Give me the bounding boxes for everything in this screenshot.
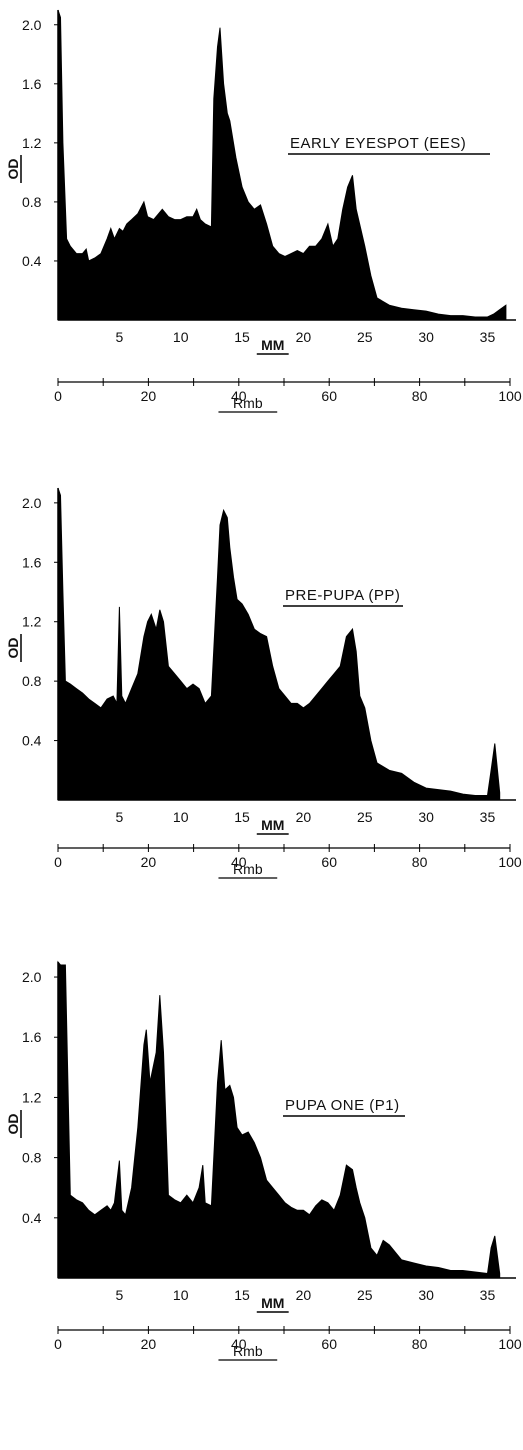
y-tick-label: 0.8: [22, 1150, 42, 1166]
x-tick-label: 25: [357, 809, 373, 825]
y-tick-label: 1.2: [22, 614, 42, 630]
x-tick-label: 20: [296, 1287, 312, 1303]
y-tick-label: 1.6: [22, 554, 42, 570]
rmb-tick-label: 20: [141, 854, 157, 870]
x-tick-label: 10: [173, 809, 189, 825]
rmb-tick-label: 60: [321, 388, 337, 404]
rmb-axis-title: Rmb: [233, 395, 263, 411]
y-tick-label: 2.0: [22, 969, 42, 985]
chart-title: PUPA ONE (P1): [285, 1097, 400, 1114]
y-tick-label: 0.4: [22, 253, 42, 269]
x-tick-label: 30: [418, 329, 434, 345]
x-tick-label: 5: [115, 809, 123, 825]
y-tick-label: 1.6: [22, 1029, 42, 1045]
y-axis-title: OD: [5, 638, 21, 659]
x-tick-label: 5: [115, 1287, 123, 1303]
rmb-tick-label: 0: [54, 1336, 62, 1352]
rmb-tick-label: 80: [412, 854, 428, 870]
x-tick-label: 15: [234, 1287, 250, 1303]
rmb-tick-label: 0: [54, 854, 62, 870]
x-tick-label: 5: [115, 329, 123, 345]
rmb-tick-label: 40: [231, 854, 247, 870]
chart-title: PRE-PUPA (PP): [285, 587, 400, 604]
panel-3: 0.4 0.8 1.2 1.6 2.0 OD 5 10 15 20 25 30 35 MM 0 20 40 60 8…: [5, 960, 522, 1361]
y-axis-title: OD: [5, 1114, 21, 1135]
x-tick-label: 35: [480, 809, 496, 825]
x-tick-label: 30: [418, 809, 434, 825]
x-tick-label: 20: [296, 329, 312, 345]
x-axis-title: MM: [261, 1295, 284, 1311]
y-tick-label: 0.4: [22, 1210, 42, 1226]
y-tick-label: 2.0: [22, 495, 42, 511]
panel-1: 0.4 0.8 1.2 1.6 2.0 OD 5 10 15 20 25 30 35 MM 0 20 40 60 8…: [5, 9, 522, 413]
y-tick-label: 1.6: [22, 76, 42, 92]
density-profile-area: [57, 9, 507, 321]
x-tick-label: 25: [357, 329, 373, 345]
x-tick-label: 15: [234, 809, 250, 825]
x-axis-title: MM: [261, 817, 284, 833]
x-tick-label: 25: [357, 1287, 373, 1303]
chart-title: EARLY EYESPOT (EES): [290, 135, 466, 152]
rmb-tick-label: 40: [231, 1336, 247, 1352]
rmb-tick-label: 40: [231, 388, 247, 404]
x-tick-label: 35: [480, 329, 496, 345]
y-tick-label: 1.2: [22, 135, 42, 151]
y-tick-label: 2.0: [22, 17, 42, 33]
x-axis-title: MM: [261, 337, 284, 353]
x-tick-label: 30: [418, 1287, 434, 1303]
panel-2: 0.4 0.8 1.2 1.6 2.0 OD 5 10 15 20 25 30 35 MM 0 20 40 60 8…: [5, 487, 522, 879]
rmb-tick-label: 100: [498, 854, 522, 870]
rmb-axis-title: Rmb: [233, 1343, 263, 1359]
x-tick-label: 20: [296, 809, 312, 825]
rmb-axis-title: Rmb: [233, 861, 263, 877]
rmb-tick-label: 0: [54, 388, 62, 404]
x-tick-label: 15: [234, 329, 250, 345]
rmb-tick-label: 100: [498, 388, 522, 404]
y-tick-label: 0.4: [22, 733, 42, 749]
y-tick-label: 1.2: [22, 1089, 42, 1105]
rmb-tick-label: 60: [321, 854, 337, 870]
rmb-tick-label: 100: [498, 1336, 522, 1352]
rmb-tick-label: 80: [412, 388, 428, 404]
x-tick-label: 35: [480, 1287, 496, 1303]
y-tick-label: 0.8: [22, 673, 42, 689]
x-tick-label: 10: [173, 329, 189, 345]
density-profile-area: [57, 960, 501, 1279]
x-tick-label: 10: [173, 1287, 189, 1303]
rmb-tick-label: 60: [321, 1336, 337, 1352]
density-profile-area: [57, 487, 501, 801]
rmb-tick-label: 20: [141, 388, 157, 404]
y-tick-label: 0.8: [22, 194, 42, 210]
rmb-tick-label: 20: [141, 1336, 157, 1352]
y-axis-title: OD: [5, 159, 21, 180]
rmb-tick-label: 80: [412, 1336, 428, 1352]
